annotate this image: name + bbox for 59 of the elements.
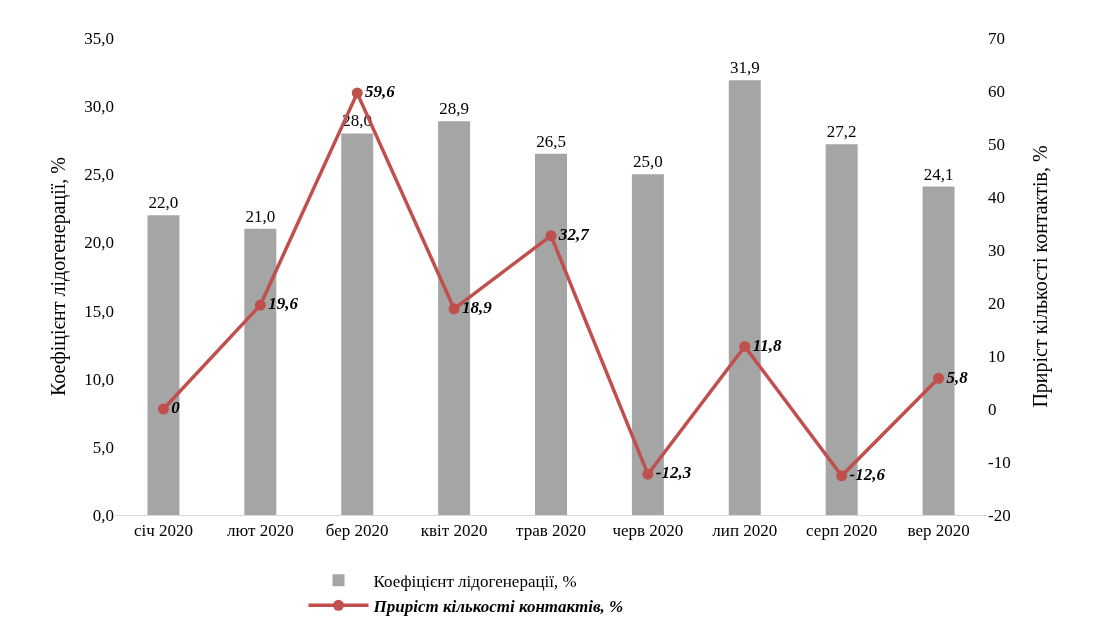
y-tick-label: 25,0 — [84, 165, 114, 185]
y-tick-label: 30,0 — [84, 97, 114, 117]
data-label: 31,9 — [729, 58, 760, 78]
y2-axis-title: Приріст кількості контактів, % — [1029, 145, 1052, 408]
data-label: 28,9 — [439, 99, 469, 119]
point — [448, 303, 460, 315]
y2-tick-label: 50 — [988, 134, 1005, 154]
data-label: -12,6 — [849, 465, 886, 485]
data-label: 59,6 — [365, 82, 396, 102]
y-axis-title: Коефіцієнт лідогенерації, % — [47, 157, 70, 396]
x-tick-label: трав 2020 — [516, 521, 586, 541]
x-tick-label: черв 2020 — [612, 521, 684, 541]
y2-tick-label: -10 — [988, 452, 1011, 472]
y2-tick-label: 60 — [988, 81, 1005, 101]
data-label: 21,0 — [245, 206, 276, 226]
y-tick-label: 20,0 — [84, 233, 114, 253]
y-tick-label: 0,0 — [92, 505, 114, 525]
x-tick-label: серп 2020 — [806, 521, 878, 541]
y2-tick-label: 70 — [988, 28, 1005, 48]
data-label: 11,8 — [752, 335, 782, 355]
point — [836, 470, 848, 482]
bar — [147, 215, 180, 515]
point — [739, 340, 751, 352]
y-tick-label: 10,0 — [84, 369, 114, 389]
data-label: 5,8 — [946, 367, 969, 387]
data-label: 22,0 — [148, 193, 179, 213]
bar — [341, 133, 374, 515]
point — [254, 299, 266, 311]
point — [933, 372, 945, 384]
y2-tick-label: 10 — [988, 346, 1005, 366]
data-label: 25,0 — [633, 152, 663, 172]
data-label: 18,9 — [461, 298, 493, 318]
data-label: 24,1 — [923, 164, 954, 184]
x-tick-label: квіт 2020 — [420, 521, 488, 541]
point — [545, 230, 557, 242]
data-label: 26,5 — [536, 131, 566, 151]
point — [351, 87, 363, 99]
legend-label: Коефіцієнт лідогенерації, % — [373, 571, 577, 591]
x-tick-label: вер 2020 — [907, 521, 970, 541]
point — [157, 403, 169, 415]
y2-tick-label: 20 — [988, 293, 1005, 313]
data-label: -12,3 — [655, 463, 692, 483]
data-label: 19,6 — [268, 294, 299, 314]
y2-tick-label: 30 — [988, 240, 1005, 260]
data-label: 32,7 — [557, 224, 591, 244]
y-tick-label: 5,0 — [92, 437, 114, 457]
y2-tick-label: -20 — [988, 505, 1011, 525]
data-label: 27,2 — [826, 122, 857, 142]
x-tick-label: січ 2020 — [133, 521, 193, 541]
x-tick-label: лип 2020 — [712, 521, 778, 541]
legend-label: Приріст кількості контактів, % — [372, 596, 624, 616]
y-tick-label: 35,0 — [84, 28, 114, 48]
x-tick-label: лют 2020 — [227, 521, 294, 541]
y2-tick-label: 40 — [988, 187, 1005, 207]
y2-tick-label: 0 — [988, 399, 997, 419]
y-tick-label: 15,0 — [84, 301, 114, 321]
data-label: 0 — [171, 398, 181, 418]
x-tick-label: бер 2020 — [325, 521, 389, 541]
point — [642, 468, 654, 480]
